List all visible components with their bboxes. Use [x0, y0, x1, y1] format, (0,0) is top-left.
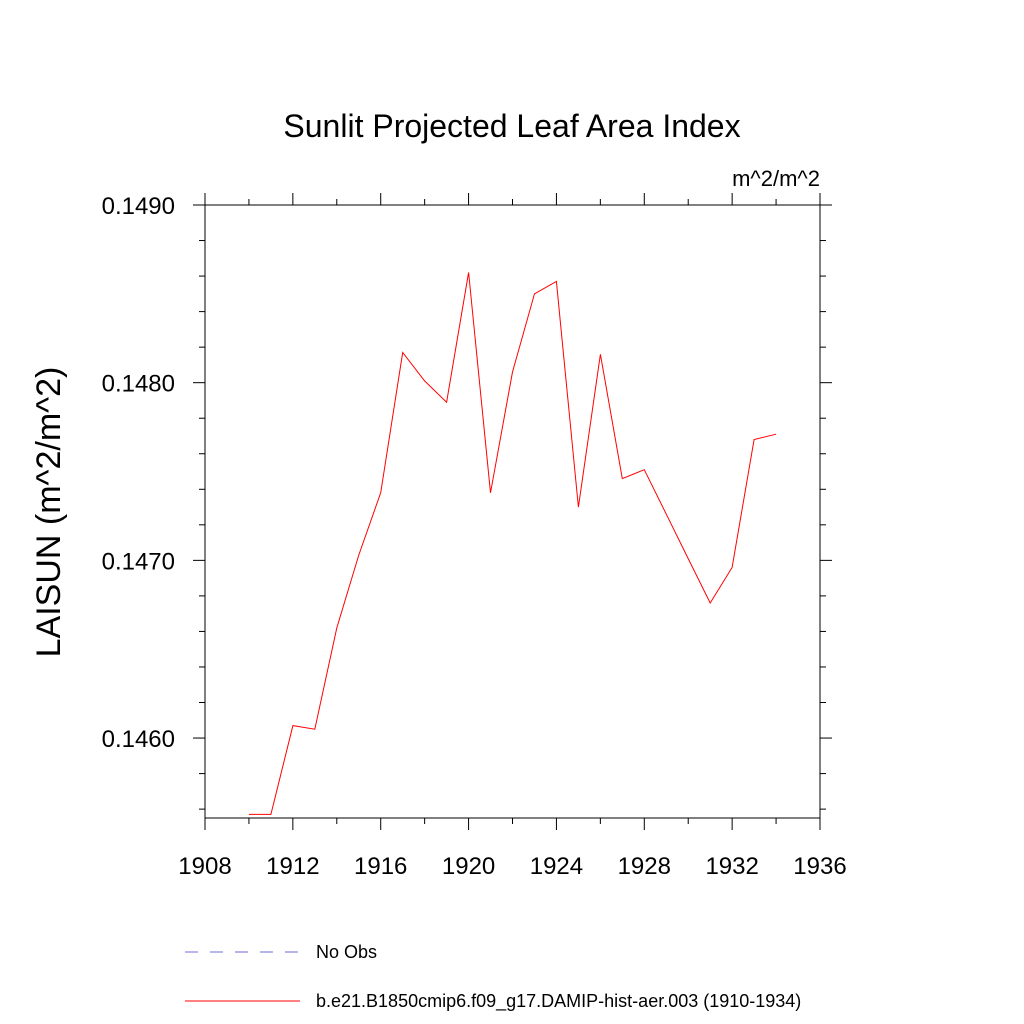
x-tick-label: 1908 [178, 853, 231, 880]
y-tick-label: 0.1480 [102, 371, 175, 398]
x-tick-label: 1920 [442, 853, 495, 880]
x-tick-label: 1936 [793, 853, 846, 880]
y-axis-label: LAISUN (m^2/m^2) [30, 367, 68, 658]
legend-label: b.e21.B1850cmip6.f09_g17.DAMIP-hist-aer.… [316, 991, 801, 1012]
series-line-0 [248, 272, 777, 815]
x-tick-label: 1932 [705, 853, 758, 880]
y-tick-label: 0.1460 [102, 726, 175, 753]
legend: No Obs b.e21.B1850cmip6.f09_g17.DAMIP-his… [185, 942, 801, 1012]
axis-tick-labels: 1908 1912 1916 1920 1924 1928 1932 1936 0.1460 0.… [102, 193, 847, 880]
x-tick-label: 1912 [266, 853, 319, 880]
x-tick-label: 1924 [530, 853, 583, 880]
x-tick-label: 1928 [618, 853, 671, 880]
chart-title: Sunlit Projected Leaf Area Index [283, 108, 740, 144]
axis-ticks [193, 193, 832, 830]
x-tick-label: 1916 [354, 853, 407, 880]
units-label: m^2/m^2 [732, 166, 820, 191]
y-tick-label: 0.1490 [102, 193, 175, 220]
legend-label: No Obs [316, 942, 377, 962]
series-layer [248, 272, 777, 815]
y-tick-label: 0.1470 [102, 548, 175, 575]
